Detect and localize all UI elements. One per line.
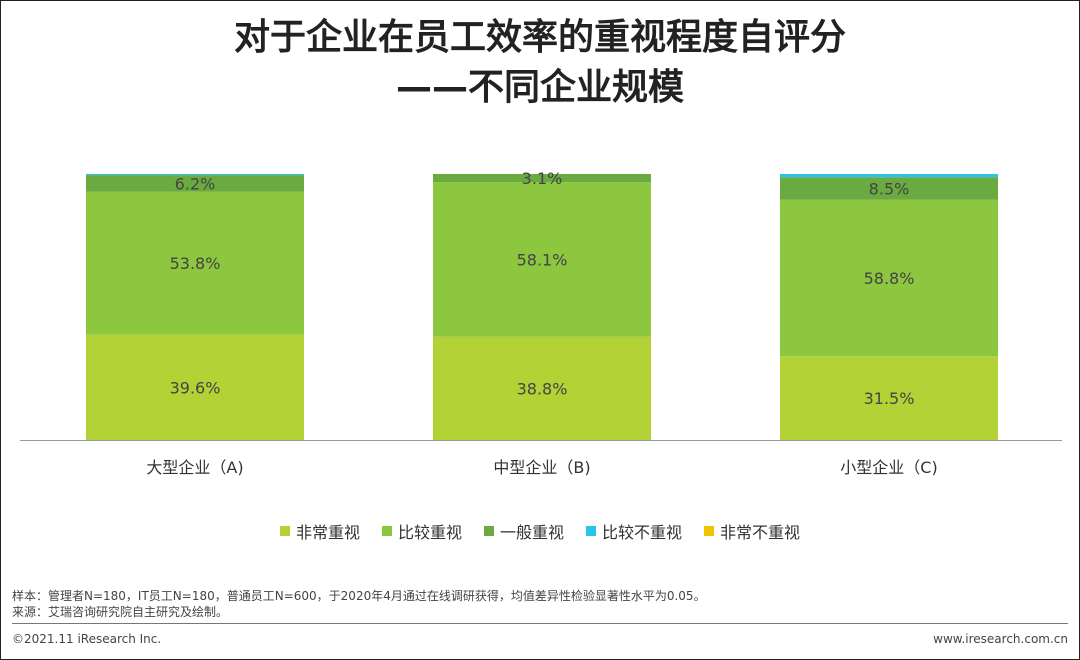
copyright: ©2021.11 iResearch Inc.	[12, 632, 162, 646]
footer-divider	[12, 623, 1068, 624]
legend-swatch	[704, 526, 715, 536]
notes: 样本：管理者N=180，IT员工N=180，普通员工N=600，于2020年4月…	[12, 588, 706, 620]
legend-swatch	[279, 526, 290, 536]
data-label: 3.1%	[522, 169, 563, 188]
website-link[interactable]: www.iresearch.com.cn	[933, 632, 1068, 646]
data-label: 8.5%	[869, 179, 910, 198]
legend-label: 比较不重视	[602, 523, 683, 542]
data-label: 31.5%	[864, 389, 915, 408]
legend-label: 一般重视	[499, 523, 564, 542]
data-label: 53.8%	[170, 254, 221, 273]
bar-segment	[780, 177, 998, 200]
bar-segment	[780, 199, 998, 357]
bar-segment	[433, 174, 651, 183]
chart-legend: 非常重视 比较重视 一般重视 比较不重视 非常不重视	[0, 519, 1080, 543]
legend-swatch	[586, 526, 596, 536]
bar-segment	[86, 191, 304, 335]
bar-segment	[86, 334, 304, 440]
bar-segment	[86, 175, 304, 192]
source-note: 来源：艾瑞咨询研究院自主研究及绘制。	[12, 605, 229, 619]
legend-label: 非常重视	[295, 523, 360, 542]
legend-label: 非常不重视	[720, 523, 801, 542]
bar-segment	[86, 174, 304, 176]
category-label: 中型企业（B)	[493, 458, 590, 477]
legend-item: 非常重视	[279, 519, 360, 543]
stacked-bar-chart: 39.6% 53.8% 6.2% 大型企业（A) 38.8% 58.1% 3.1% 中型企业（…	[20, 169, 1062, 477]
data-label: 6.2%	[175, 174, 216, 193]
legend-swatch	[483, 526, 494, 536]
data-label: 58.1%	[517, 251, 568, 270]
bar-segment	[780, 356, 998, 440]
legend-item: 比较不重视	[586, 519, 682, 543]
category-label: 大型企业（A)	[146, 458, 243, 477]
bar-segment	[433, 182, 651, 337]
bar-segment	[433, 336, 651, 440]
bar-segment	[780, 174, 998, 178]
data-label: 38.8%	[517, 379, 568, 398]
chart-title: 对于企业在员工效率的重视程度自评分	[233, 17, 846, 58]
legend-item: 非常不重视	[704, 519, 800, 543]
legend-item: 比较重视	[381, 519, 462, 543]
legend-swatch	[381, 526, 392, 536]
data-label: 58.8%	[864, 269, 915, 288]
sample-note: 样本：管理者N=180，IT员工N=180，普通员工N=600，于2020年4月…	[12, 589, 706, 603]
category-label: 小型企业（C)	[840, 458, 937, 477]
legend-label: 比较重视	[397, 523, 462, 542]
legend-item: 一般重视	[483, 519, 564, 543]
chart-subtitle: ——不同企业规模	[395, 67, 684, 108]
data-label: 39.6%	[170, 378, 221, 397]
